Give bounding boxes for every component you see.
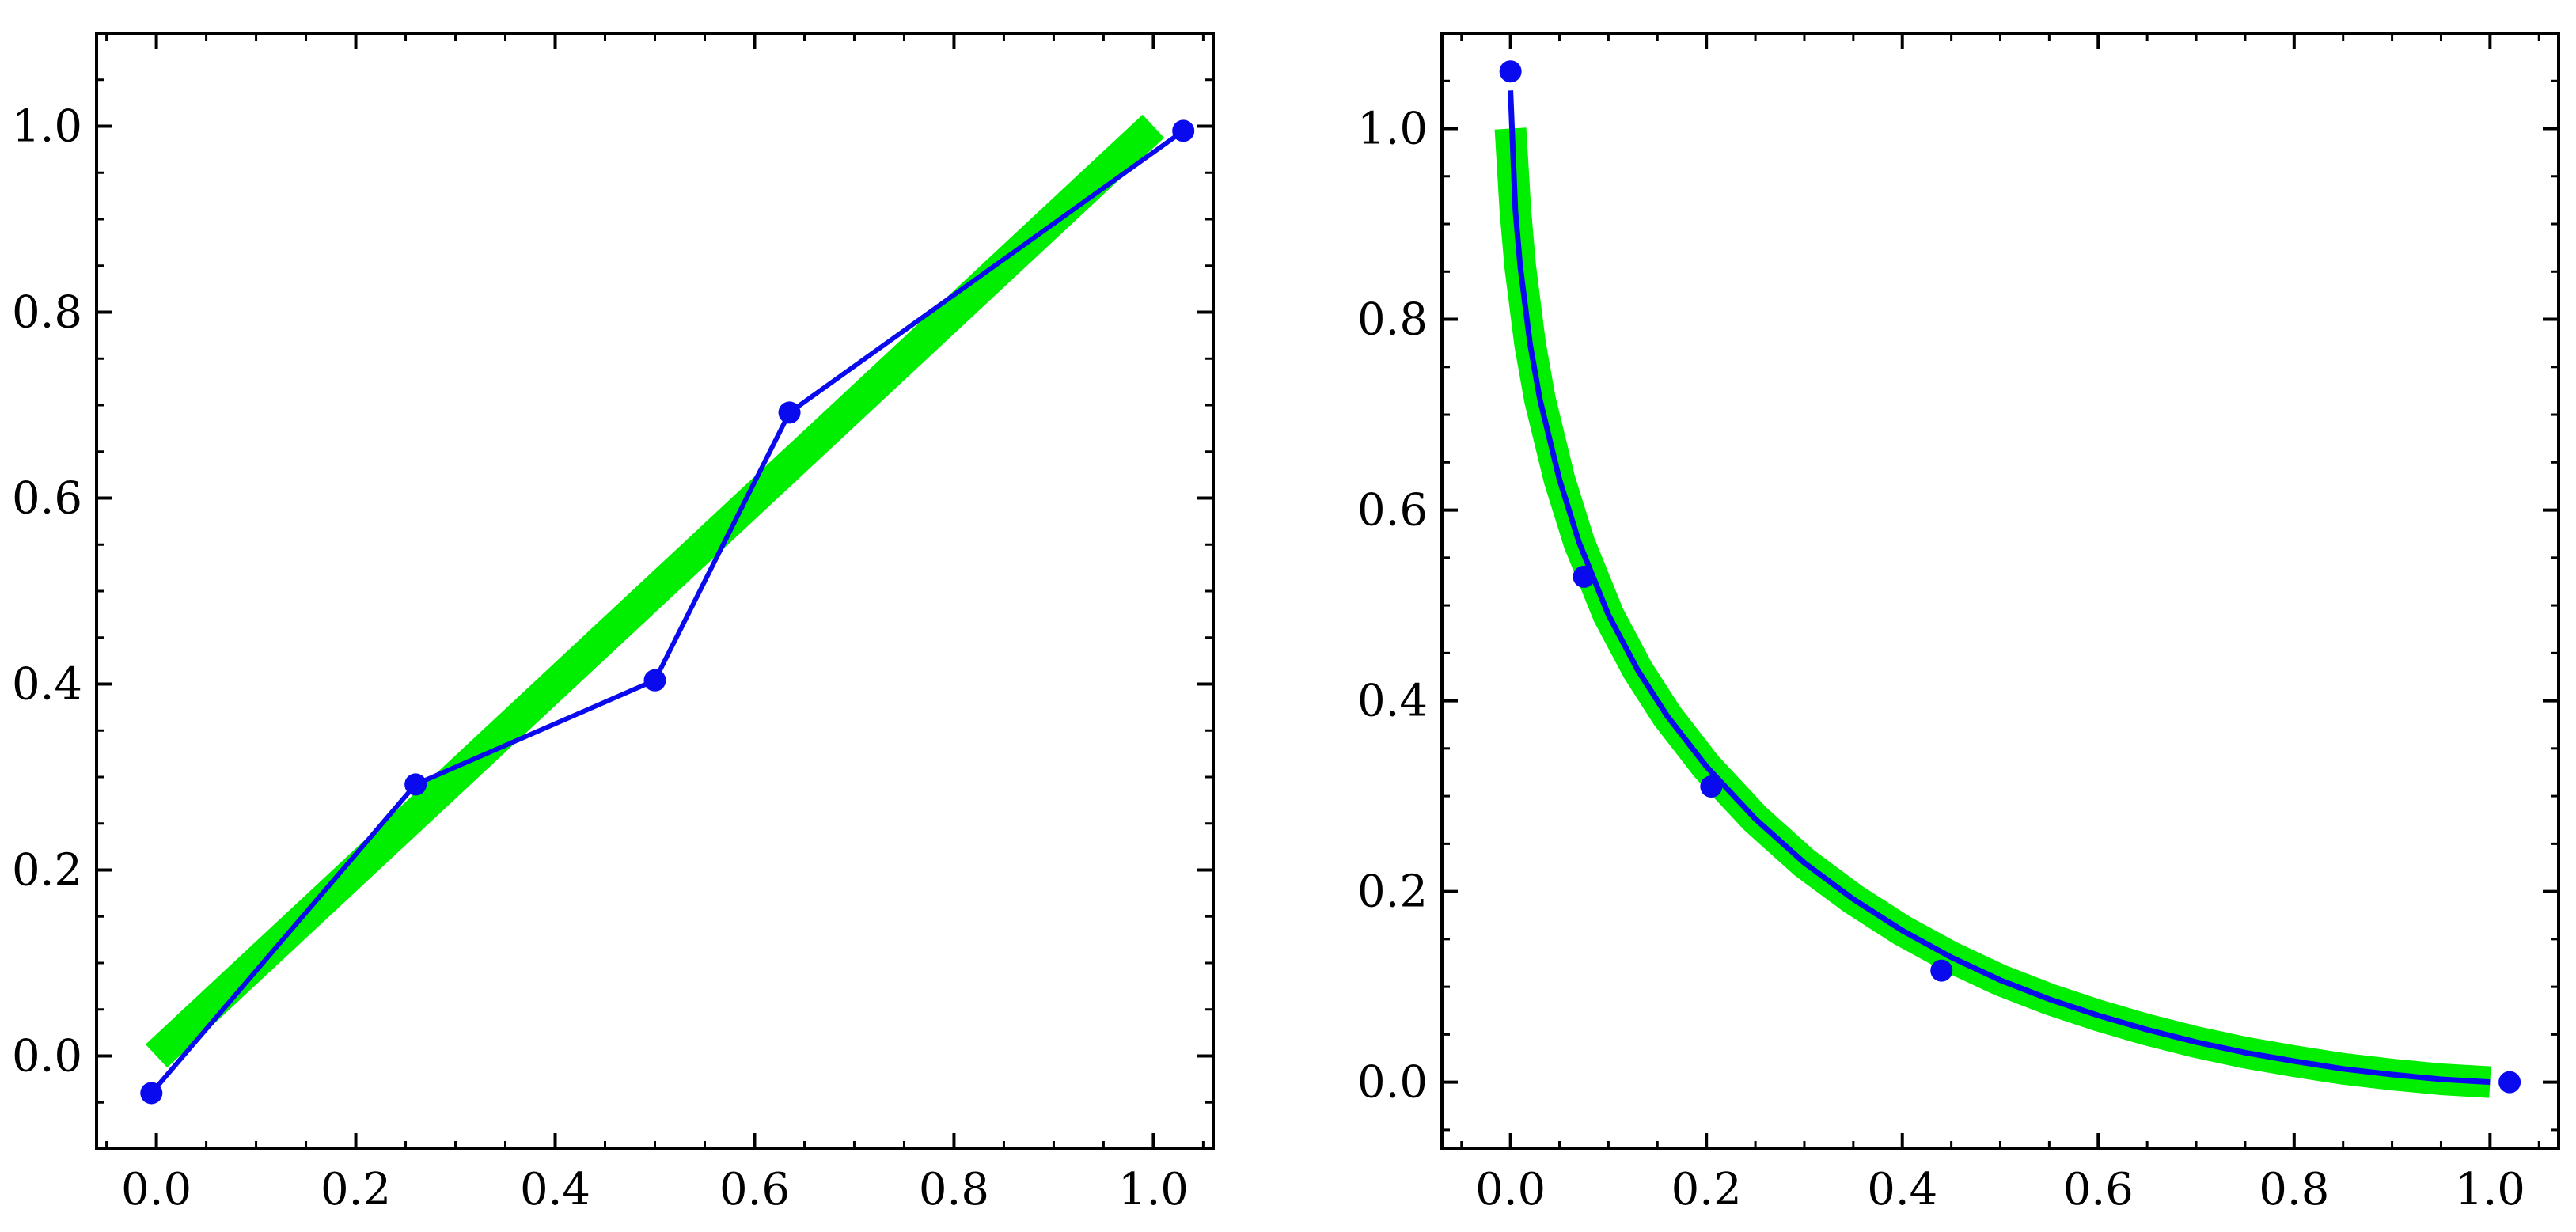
- data-point: [1700, 775, 1723, 798]
- data-point: [140, 1082, 163, 1105]
- x-tick-label: 0.4: [1867, 1164, 1937, 1215]
- data-point: [1172, 119, 1195, 142]
- y-tick-label: 0.8: [1357, 294, 1428, 346]
- x-tick-label: 0.2: [321, 1164, 391, 1215]
- y-tick-label: 0.0: [1357, 1057, 1428, 1109]
- x-tick-label: 0.8: [919, 1164, 989, 1215]
- right-chart: 0.0 0.2 0.4 0.6 0.8 1.0 0.0 0.2 0.4 0.6 0.8 1.0: [1357, 32, 2560, 1215]
- y-tick-label: 1.0: [1357, 104, 1428, 155]
- y-tick-label: 0.4: [1357, 676, 1428, 727]
- data-point: [2498, 1071, 2521, 1094]
- y-tick-label: 0.4: [12, 659, 82, 711]
- y-tick-label: 0.2: [12, 845, 82, 897]
- y-tick-label: 0.8: [12, 287, 82, 339]
- y-tick-label: 1.0: [12, 101, 82, 153]
- x-tick-label: 0.2: [1671, 1164, 1742, 1215]
- data-point: [1499, 60, 1522, 83]
- data-point: [643, 669, 666, 692]
- data-point: [778, 401, 801, 424]
- x-tick-label: 0.0: [1475, 1164, 1546, 1215]
- y-tick-label: 0.2: [1357, 866, 1428, 918]
- x-tick-label: 0.8: [2259, 1164, 2329, 1215]
- y-tick-label: 0.6: [1357, 485, 1428, 536]
- x-tick-label: 1.0: [1118, 1164, 1189, 1215]
- data-point: [404, 773, 427, 796]
- left-chart: 0.0 0.2 0.4 0.6 0.8 1.0 0.0 0.2 0.4 0.6 0.8 1.0: [12, 32, 1215, 1215]
- x-tick-label: 0.6: [2063, 1164, 2134, 1215]
- data-point: [1573, 565, 1595, 588]
- x-tick-label: 1.0: [2455, 1164, 2525, 1215]
- x-tick-label: 0.4: [520, 1164, 590, 1215]
- y-tick-label: 0.6: [12, 473, 82, 525]
- x-tick-label: 0.0: [121, 1164, 192, 1215]
- y-tick-label: 0.0: [12, 1031, 82, 1082]
- reference-band: [145, 114, 1165, 1068]
- x-tick-label: 0.6: [719, 1164, 790, 1215]
- data-point: [1930, 959, 1953, 982]
- fit-curve: [1508, 90, 2491, 1086]
